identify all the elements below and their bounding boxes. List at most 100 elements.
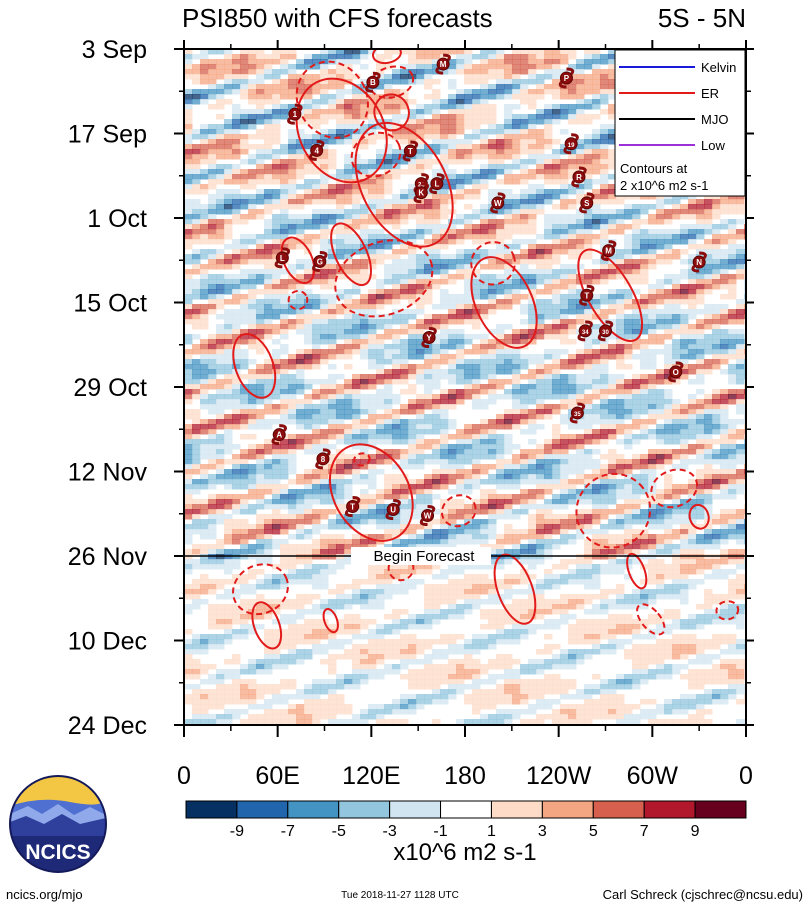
storm-marker-23: A [271, 424, 287, 446]
colorbar-label-3: -3 [383, 823, 397, 840]
colorbar: -9 -7 -5 -3 -1 1 3 5 7 9 [185, 800, 747, 840]
colorbar-label-8: 7 [640, 823, 649, 840]
storm-label-9: L [434, 180, 439, 189]
storm-label-24: 8 [321, 455, 326, 464]
y-tick-label-2: 1 Oct [87, 205, 147, 233]
er-contour-positive-1 [295, 77, 388, 184]
storm-label-16: N [696, 258, 702, 267]
colorbar-units: x10^6 m2 s-1 [393, 839, 536, 866]
storm-marker-14: L [274, 247, 291, 269]
colorbar-box-0 [185, 800, 238, 819]
x-tick-label-2: 120E [342, 762, 400, 790]
er-contour-positive-4 [280, 236, 316, 284]
storm-marker-21: O [668, 361, 684, 383]
colorbar-box-9 [643, 800, 696, 819]
storm-marker-6: T [402, 140, 419, 162]
storm-label-7: R [576, 173, 582, 182]
colorbar-label-6: 3 [538, 823, 547, 840]
storm-marker-10: K [413, 182, 429, 204]
legend-box [614, 49, 746, 197]
er-contour-positive-12 [251, 601, 283, 650]
legend-label-er: ER [701, 86, 719, 101]
er-contour-negative-3 [350, 131, 402, 178]
er-contour-negative-11 [232, 563, 289, 616]
storm-label-3: 1 [293, 110, 298, 119]
x-tick-label-4: 120W [526, 762, 592, 790]
y-tick-label-8: 24 Dec [68, 712, 147, 740]
ncics-logo: NCICS [9, 775, 107, 873]
storm-marker-24: 8 [315, 448, 331, 470]
storm-label-27: W [424, 512, 432, 521]
colorbar-label-1: -7 [281, 823, 295, 840]
er-contour-negative-0 [751, 48, 766, 68]
storm-marker-26: U [385, 499, 401, 521]
storm-marker-25: T [344, 496, 361, 518]
legend-contour-note-2: 2 x10^6 m2 s-1 [620, 178, 708, 193]
storm-marker-22: 35 [569, 402, 586, 424]
er-contour-negative-4 [334, 239, 434, 318]
storm-label-25: T [350, 503, 355, 512]
er-contour-positive-5 [330, 222, 372, 287]
colorbar-box-4 [389, 800, 442, 819]
er-contour-positive-11 [626, 552, 648, 590]
x-tick-label-6: 0 [739, 762, 753, 790]
storm-label-4: 19 [568, 143, 575, 149]
storm-label-26: U [390, 506, 396, 515]
forecast-label: Begin Forecast [374, 548, 476, 565]
storm-marker-18: 34 [577, 320, 593, 342]
er-contour-positive-6 [470, 256, 538, 349]
storm-marker-3: 1 [287, 103, 303, 125]
colorbar-label-9: 9 [691, 823, 700, 840]
colorbar-label-0: -9 [230, 823, 244, 840]
storm-label-11: W [494, 199, 502, 208]
storm-marker-20: Y [421, 327, 437, 349]
x-axis: 0 60E 120E 180 120W 60W 0 [177, 40, 753, 790]
storm-label-18: 34 [582, 330, 589, 336]
storm-label-14: L [280, 254, 285, 263]
footer-timestamp: Tue 2018-11-27 1128 UTC [341, 890, 459, 901]
footer-website: ncics.org/mjo [6, 887, 83, 902]
tropical-storm-tracks: M B P 1 19 4 T R 28 L K W S M L G N T 34 30 Y O 35 A 8 T U W [271, 53, 707, 527]
legend-label-kelvin: Kelvin [701, 60, 736, 75]
x-tick-label-1: 60E [255, 762, 299, 790]
storm-marker-2: P [558, 67, 575, 89]
colorbar-box-7 [541, 800, 594, 819]
legend: Kelvin ER MJO Low Contours at 2 x10^6 m2… [614, 49, 746, 197]
colorbar-label-7: 5 [589, 823, 598, 840]
storm-marker-1: B [365, 71, 381, 93]
y-axis: 3 Sep 17 Sep 1 Oct 15 Oct 29 Oct 12 Nov 26 Nov… [68, 36, 754, 740]
storm-label-6: T [408, 147, 413, 156]
storm-label-22: 35 [574, 412, 581, 418]
storm-marker-15: G [312, 250, 328, 272]
er-contours [232, 48, 766, 650]
storm-marker-12: S [579, 192, 595, 214]
colorbar-label-4: -1 [433, 823, 447, 840]
storm-marker-13: M [600, 240, 617, 262]
er-contour-negative-2 [295, 60, 369, 139]
y-tick-label-0: 3 Sep [82, 36, 147, 64]
y-tick-label-3: 15 Oct [73, 290, 147, 318]
storm-marker-27: W [419, 505, 436, 527]
storm-marker-19: 30 [597, 320, 614, 342]
er-contour-positive-10 [493, 553, 537, 625]
colorbar-box-6 [490, 800, 543, 819]
legend-contour-note-1: Contours at [620, 161, 688, 176]
er-contour-negative-6 [287, 289, 309, 311]
storm-label-17: T [584, 291, 589, 300]
chart-title: PSI850 with CFS forecasts [182, 3, 493, 33]
storm-label-8: 28 [418, 183, 425, 189]
x-tick-label-3: 180 [444, 762, 486, 790]
er-contour-positive-0 [372, 49, 402, 65]
storm-marker-16: N [691, 251, 707, 273]
storm-marker-11: W [490, 192, 506, 214]
y-tick-label-7: 10 Dec [68, 628, 147, 656]
er-contour-positive-3 [354, 121, 454, 248]
storm-marker-17: T [579, 284, 595, 306]
storm-label-21: O [673, 368, 679, 377]
colorbar-box-8 [592, 800, 645, 819]
er-contour-negative-1 [369, 65, 415, 99]
logo-ring [9, 775, 107, 873]
colorbar-label-5: 1 [487, 823, 496, 840]
er-contour-positive-14 [688, 503, 710, 530]
er-contour-negative-8 [440, 494, 477, 528]
